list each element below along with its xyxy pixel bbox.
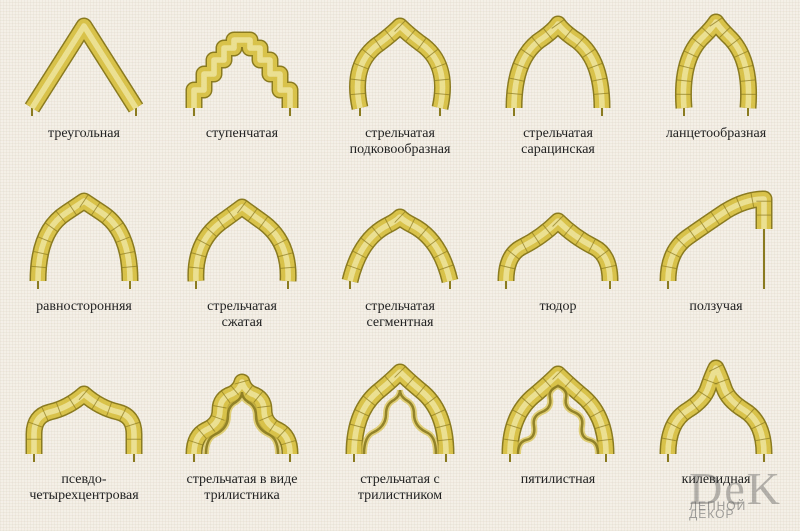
arch-cell-pointed-horseshoe: стрельчатая подковообразная — [322, 10, 478, 179]
arch-grid: треугольная ступенчатая стрельчатая подков… — [0, 0, 800, 531]
arch-cell-lancet: ланцетообразная — [638, 10, 794, 179]
arch-figure — [14, 356, 154, 466]
arch-label: стрельчатая подковообразная — [350, 126, 451, 158]
arch-cell-stepped: ступенчатая — [164, 10, 320, 179]
arch-figure — [330, 356, 470, 466]
arch-cell-rampant: ползучая — [638, 183, 794, 352]
arch-cell-triangular: треугольная — [6, 10, 162, 179]
arch-label: стрельчатая сегментная — [365, 299, 435, 331]
arch-label: треугольная — [48, 126, 120, 142]
arch-cell-pointed-saracen: стрельчатая сарацинская — [480, 10, 636, 179]
arch-label: килевидная — [682, 472, 751, 488]
arch-label: пятилистная — [521, 472, 596, 488]
arch-figure — [330, 10, 470, 120]
arch-label: ланцетообразная — [666, 126, 766, 142]
arch-cell-pointed-trefoil: стрельчатая в виде трилистника — [164, 356, 320, 525]
arch-cell-tudor: тюдор — [480, 183, 636, 352]
arch-cell-cinquefoil: пятилистная — [480, 356, 636, 525]
arch-figure — [488, 356, 628, 466]
arch-label: ступенчатая — [206, 126, 278, 142]
arch-figure — [488, 183, 628, 293]
arch-figure — [646, 356, 786, 466]
arch-figure — [14, 10, 154, 120]
arch-figure — [646, 183, 786, 293]
arch-figure — [14, 183, 154, 293]
arch-label: стрельчатая в виде трилистника — [187, 472, 298, 504]
arch-figure — [172, 356, 312, 466]
arch-cell-pseudo-four-centred: псевдо- четырехцентровая — [6, 356, 162, 525]
arch-cell-pointed-segmental: стрельчатая сегментная — [322, 183, 478, 352]
arch-figure — [172, 10, 312, 120]
arch-label: тюдор — [540, 299, 577, 315]
arch-cell-pointed-with-trefoil: стрельчатая с трилистником — [322, 356, 478, 525]
arch-figure — [646, 10, 786, 120]
arch-cell-equilateral: равносторонняя — [6, 183, 162, 352]
arch-figure — [172, 183, 312, 293]
arch-label: ползучая — [689, 299, 742, 315]
arch-cell-ogee: килевидная — [638, 356, 794, 525]
arch-figure — [330, 183, 470, 293]
arch-label: равносторонняя — [36, 299, 132, 315]
arch-figure — [488, 10, 628, 120]
arch-cell-pointed-compressed: стрельчатая сжатая — [164, 183, 320, 352]
arch-label: стрельчатая с трилистником — [358, 472, 442, 504]
arch-label: стрельчатая сжатая — [207, 299, 277, 331]
arch-label: псевдо- четырехцентровая — [29, 472, 138, 504]
arch-label: стрельчатая сарацинская — [521, 126, 595, 158]
